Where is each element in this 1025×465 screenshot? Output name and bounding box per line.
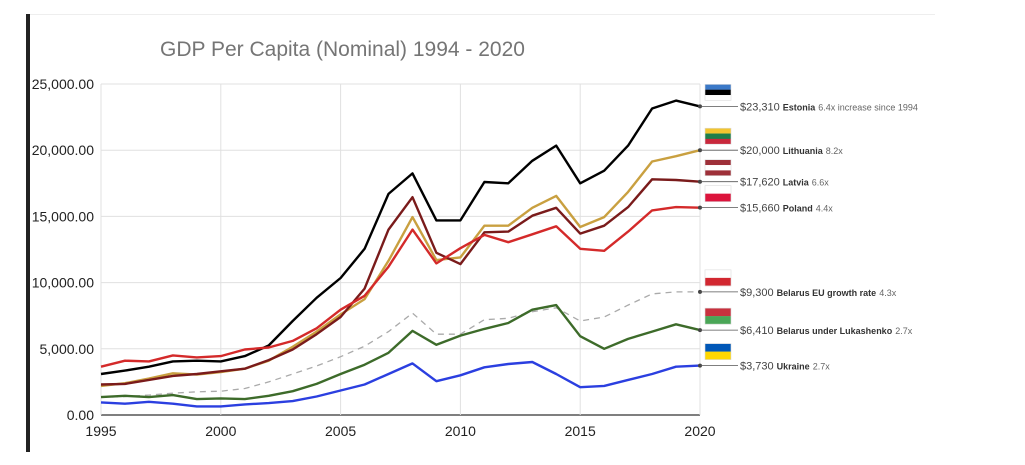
series-name: Belarus under Lukashenko [777, 326, 893, 336]
y-tick-label: 25,000.00 [32, 76, 94, 92]
flag-stripe [705, 138, 731, 145]
end-value: $20,000 [740, 145, 780, 157]
flag-stripe [705, 185, 731, 194]
flag-icon [704, 343, 732, 360]
annotation-belarus-under-lukashenko: $6,410 Belarus under Lukashenko 2.7x [698, 307, 913, 337]
series-end-label: $20,000 Lithuania 8.2x [740, 145, 843, 157]
y-tick-label: 10,000.00 [32, 275, 94, 291]
flag-icon [704, 127, 732, 145]
y-tick-label: 0.00 [67, 407, 94, 423]
end-value: $9,300 [740, 287, 774, 299]
growth-multiple: 4.4x [816, 204, 834, 214]
top-border [30, 14, 935, 15]
end-value: $15,660 [740, 203, 780, 215]
growth-multiple: 6.6x [812, 178, 830, 188]
y-tick-label: 5,000.00 [40, 341, 95, 357]
series-name: Estonia [783, 102, 817, 112]
x-tick-label: 2020 [684, 423, 715, 439]
flag-border [704, 159, 732, 177]
left-border [26, 14, 30, 452]
growth-multiple: 2.7x [895, 326, 913, 336]
annotation-latvia: $17,620 Latvia 6.6x [698, 159, 829, 189]
x-tick-label: 2010 [445, 423, 476, 439]
y-tick-label: 15,000.00 [32, 208, 94, 224]
flag-stripe [705, 193, 731, 202]
end-value: $17,620 [740, 177, 780, 189]
series-line-belarus-eu-growth-rate [100, 291, 700, 399]
flag-stripe [705, 316, 731, 325]
flag-stripe [705, 95, 731, 101]
series-end-label: $23,310 Estonia 6.4x increase since 1994 [740, 101, 918, 113]
flag-stripe [705, 343, 731, 352]
growth-multiple: 4.3x [879, 288, 897, 298]
flag-stripe [705, 277, 731, 287]
flag-stripe [705, 159, 731, 166]
annotation-ukraine: $3,730 Ukraine 2.7x [698, 343, 830, 373]
growth-multiple: 8.2x [826, 146, 844, 156]
flag-stripe [705, 128, 731, 134]
flag-icon [704, 185, 732, 202]
flag-border [704, 84, 732, 101]
series-lines [100, 99, 701, 408]
x-axis-ticks: 1995 2000 2005 2010 2015 2020 [85, 423, 715, 439]
series-name: Lithuania [783, 146, 824, 156]
x-tick-label: 1995 [85, 423, 116, 439]
annotation-estonia: $23,310 Estonia 6.4x increase since 1994 [698, 84, 918, 113]
flag-border [704, 343, 732, 360]
y-tick-label: 20,000.00 [32, 142, 94, 158]
x-tick-label: 2005 [325, 423, 356, 439]
series-name: Ukraine [777, 362, 810, 372]
series-line-ukraine [100, 360, 701, 408]
flag-stripe [705, 133, 731, 140]
series-end-label: $17,620 Latvia 6.6x [740, 177, 829, 189]
series-name: Poland [783, 204, 813, 214]
series-name: Latvia [783, 178, 810, 188]
growth-multiple: 6.4x increase since 1994 [818, 102, 918, 112]
series-end-label: $6,410 Belarus under Lukashenko 2.7x [740, 325, 913, 337]
flag-stripe [705, 351, 731, 360]
annotation-lithuania: $20,000 Lithuania 8.2x [698, 127, 843, 157]
flag-border [704, 307, 732, 325]
flag-stripe [705, 170, 731, 176]
y-axis-ticks: 0.00 5,000.00 10,000.00 15,000.00 20,000.00 2… [32, 76, 95, 423]
series-end-label: $9,300 Belarus EU growth rate 4.3x [740, 287, 897, 299]
end-value: $3,730 [740, 361, 774, 373]
flag-icon [704, 159, 732, 177]
growth-multiple: 2.7x [813, 362, 831, 372]
flag-stripe [705, 165, 731, 171]
series-end-label: $15,660 Poland 4.4x [740, 203, 833, 215]
flag-stripe [705, 89, 731, 96]
series-end-label: $3,730 Ukraine 2.7x [740, 361, 830, 373]
flag-border [704, 127, 732, 145]
series-name: Belarus EU growth rate [777, 288, 877, 298]
series-annotations: $23,310 Estonia 6.4x increase since 1994$2… [698, 84, 918, 373]
flag-icon [704, 84, 732, 101]
chart-title: GDP Per Capita (Nominal) 1994 - 2020 [160, 38, 525, 61]
flag-stripe [705, 269, 731, 279]
flag-border [704, 185, 732, 202]
flag-icon [704, 307, 732, 325]
series-line-lithuania [100, 149, 701, 388]
flag-icon [704, 269, 732, 287]
end-value: $6,410 [740, 325, 774, 337]
series-line-latvia [100, 178, 701, 386]
annotation-belarus-eu-growth-rate: $9,300 Belarus EU growth rate 4.3x [698, 269, 897, 299]
x-tick-label: 2000 [205, 423, 236, 439]
x-tick-label: 2015 [565, 423, 596, 439]
flag-border [704, 269, 732, 287]
flag-stripe [705, 84, 731, 90]
annotation-poland: $15,660 Poland 4.4x [698, 185, 833, 215]
flag-stripe [705, 308, 731, 317]
series-line-poland [100, 205, 701, 368]
series-line-belarus-under-lukashenko [100, 303, 701, 401]
series-line-estonia [100, 99, 701, 376]
end-value: $23,310 [740, 101, 780, 113]
